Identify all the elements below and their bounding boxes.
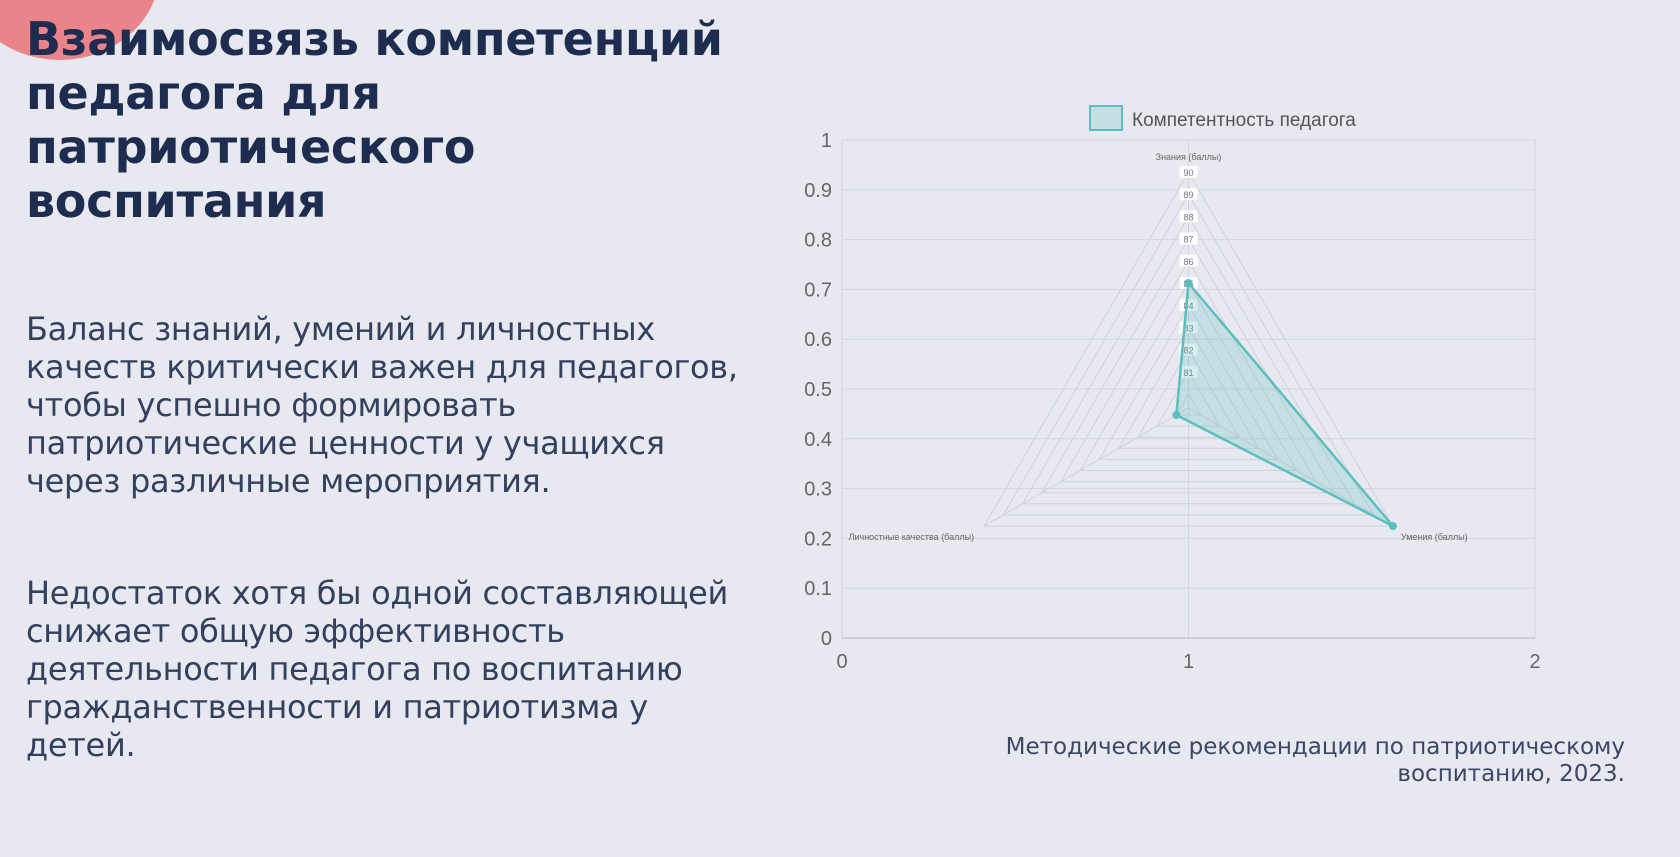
- y-tick-label: 0.3: [804, 479, 832, 501]
- y-tick-label: 0: [821, 628, 832, 650]
- radial-tick-bg: [1179, 188, 1198, 201]
- radar-ring: [1021, 215, 1356, 505]
- radial-tick-label: 88: [1183, 212, 1193, 222]
- y-tick-label: 0.1: [804, 578, 832, 600]
- radial-tick-label: 84: [1183, 301, 1193, 311]
- radar-ring: [1098, 304, 1279, 460]
- x-tick-label: 0: [836, 651, 847, 673]
- radar-series-area: [1175, 279, 1394, 528]
- y-tick-label: 0.2: [804, 528, 832, 550]
- radar-ring: [983, 171, 1394, 527]
- radar-axis-label: Умения (баллы): [1401, 532, 1468, 542]
- legend-swatch[interactable]: [1089, 105, 1123, 131]
- y-tick-label: 0.8: [804, 230, 832, 252]
- radial-tick-label: 83: [1183, 323, 1193, 333]
- radar-axis-label: Личностные качества (баллы): [849, 532, 975, 542]
- radial-tick-bg: [1179, 210, 1198, 223]
- paragraph-deficit: Недостаток хотя бы одной составляющей сн…: [26, 574, 728, 764]
- radial-tick-label: 82: [1183, 346, 1193, 356]
- y-tick-label: 0.4: [804, 429, 832, 451]
- radar-ring: [1117, 326, 1260, 449]
- radial-tick-bg: [1179, 232, 1198, 245]
- x-tick-label: 2: [1529, 651, 1540, 673]
- radar-spoke: [983, 407, 1189, 527]
- radar-ring: [1156, 370, 1221, 427]
- y-tick-label: 0.6: [804, 329, 832, 351]
- radial-tick-bg: [1179, 343, 1198, 356]
- radial-tick-label: 81: [1183, 368, 1193, 378]
- radial-tick-label: 89: [1183, 190, 1193, 200]
- radar-ring: [1079, 281, 1298, 471]
- y-tick-label: 0.5: [804, 379, 832, 401]
- radar-spoke: [1188, 407, 1394, 527]
- radial-tick-bg: [1179, 254, 1198, 267]
- y-tick-label: 0.7: [804, 279, 832, 301]
- legend-label: Компетентность педагога: [1132, 110, 1356, 131]
- radial-tick-label: 90: [1183, 168, 1193, 178]
- radar-ring: [1002, 193, 1375, 516]
- radial-tick-bg: [1179, 166, 1198, 178]
- slide-title: Взаимосвязь компетенций педагога для пат…: [26, 12, 723, 228]
- radar-chart: 0 0.1 0.2 0.3 0.4 0.5 0.6 0.7 0.8 0.9 1 0 1 2 81 82 83 84…: [790, 100, 1670, 820]
- radar-ring: [1137, 348, 1240, 438]
- radial-tick-label: 86: [1183, 257, 1193, 267]
- radar-ring: [1060, 259, 1317, 483]
- radial-tick-bg: [1179, 299, 1198, 312]
- radar-ring: [1175, 393, 1202, 416]
- source-citation: Методические рекомендации по патриотичес…: [1005, 734, 1625, 787]
- chart-svg: 0 0.1 0.2 0.3 0.4 0.5 0.6 0.7 0.8 0.9 1 0 1 2 81 82 83 84…: [804, 105, 1541, 673]
- radial-tick-label: 87: [1183, 235, 1193, 245]
- x-tick-label: 1: [1183, 651, 1194, 673]
- radar-data-point[interactable]: [1388, 522, 1397, 530]
- y-tick-label: 1: [821, 130, 832, 152]
- text-column: Взаимосвязь компетенций педагога для пат…: [26, 12, 746, 764]
- radar-ring: [1040, 237, 1337, 494]
- radar-data-point[interactable]: [1184, 279, 1193, 287]
- radar-data-point[interactable]: [1172, 411, 1181, 419]
- y-tick-label: 0.9: [804, 180, 832, 202]
- paragraph-balance: Баланс знаний, умений и личностных качес…: [26, 310, 738, 500]
- radar-axis-label: Знания (баллы): [1156, 152, 1222, 162]
- radial-tick-bg: [1179, 365, 1198, 378]
